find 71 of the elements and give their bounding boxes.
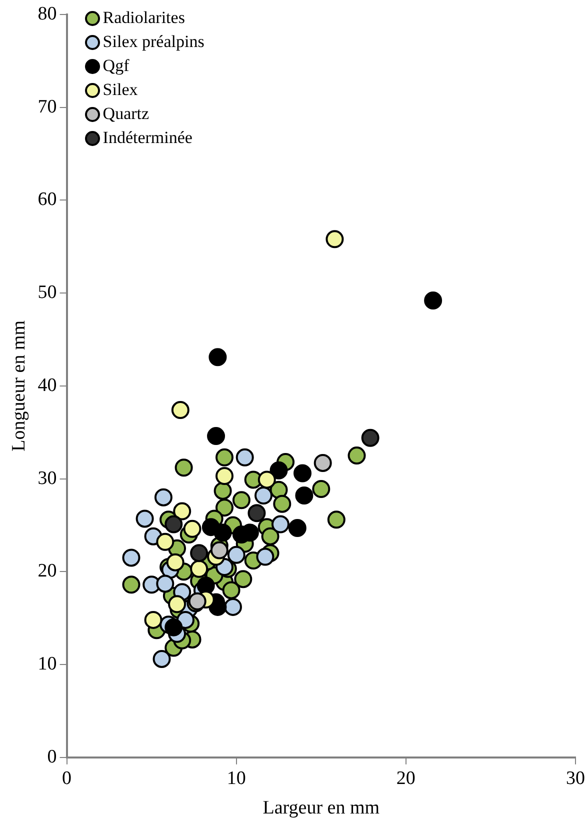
y-tick-label: 30 — [38, 468, 57, 489]
point — [136, 510, 154, 528]
point — [207, 427, 226, 446]
point — [424, 291, 442, 310]
point — [224, 598, 242, 616]
point — [156, 574, 174, 593]
point — [312, 480, 330, 498]
legend-label: Radiolarites — [102, 7, 185, 30]
y-tick-label: 50 — [38, 282, 57, 304]
point — [222, 581, 240, 600]
x-tick-label: 30 — [566, 768, 585, 789]
point — [122, 576, 140, 594]
point — [258, 470, 276, 489]
point — [295, 486, 314, 504]
y-tick-label: 0 — [47, 746, 57, 768]
point — [183, 520, 202, 538]
point — [215, 498, 234, 517]
legend-label: Silex préalpins — [102, 31, 204, 54]
point — [236, 448, 254, 466]
x-tick-label: 0 — [62, 768, 72, 789]
point — [326, 230, 344, 248]
point — [271, 515, 290, 534]
point — [234, 570, 252, 588]
point — [154, 488, 172, 506]
point — [168, 595, 186, 614]
point — [144, 610, 162, 629]
point — [314, 454, 332, 472]
point — [210, 541, 228, 560]
point — [294, 464, 312, 482]
point — [166, 553, 184, 572]
point — [254, 486, 272, 504]
point — [232, 491, 250, 510]
point — [122, 548, 140, 567]
legend-label: Quartz — [102, 103, 150, 126]
x-tick-label: 20 — [396, 768, 416, 789]
point — [270, 461, 288, 480]
y-tick-label: 40 — [38, 374, 57, 396]
legend-label: Qgf — [102, 55, 130, 78]
point — [327, 510, 346, 529]
point — [190, 560, 208, 578]
point — [273, 494, 292, 513]
point — [164, 515, 183, 534]
point — [288, 519, 306, 537]
point — [190, 544, 208, 562]
y-tick-label: 20 — [38, 560, 57, 582]
x-axis-title: Largeur en mm — [262, 798, 380, 819]
point — [214, 524, 232, 542]
point — [215, 466, 234, 485]
point — [208, 348, 227, 366]
point — [348, 446, 366, 465]
y-tick-label: 70 — [38, 96, 57, 118]
point — [248, 504, 266, 522]
point — [214, 482, 232, 500]
point — [156, 532, 174, 551]
point — [361, 428, 380, 447]
point — [261, 527, 280, 546]
point — [164, 618, 183, 636]
x-tick-label: 10 — [226, 768, 246, 789]
legend-label: Indéterminée — [102, 127, 192, 150]
y-tick-label: 80 — [38, 3, 57, 24]
legend-label: Silex — [102, 79, 138, 102]
point — [171, 401, 190, 420]
y-tick-label: 60 — [38, 189, 57, 210]
point — [227, 546, 246, 564]
point — [215, 448, 234, 466]
point — [174, 458, 193, 477]
y-tick-label: 10 — [38, 654, 57, 675]
point — [256, 548, 274, 566]
point — [152, 650, 171, 668]
y-axis-title: Longueur en mm — [8, 320, 30, 452]
point — [173, 502, 192, 520]
